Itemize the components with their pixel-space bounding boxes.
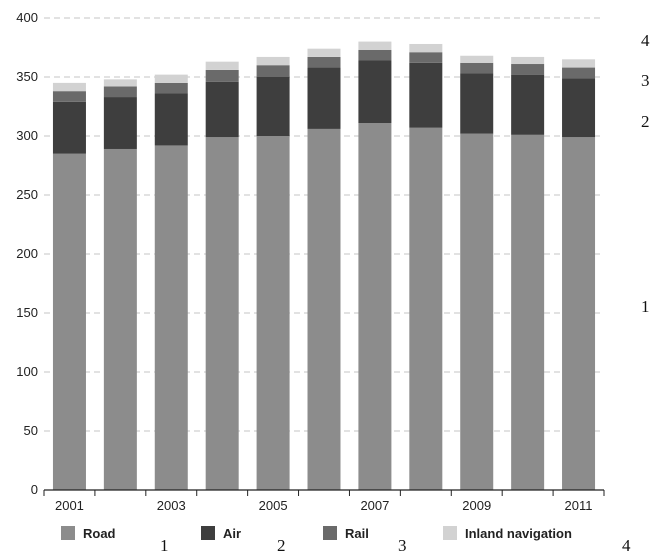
bar-segment-road: [52, 153, 86, 490]
y-tick-label: 250: [16, 187, 38, 202]
side-note-3: 3: [641, 71, 650, 90]
bar-segment-rail: [460, 62, 494, 74]
legend-swatch: [61, 526, 75, 540]
x-tick-label: 2007: [360, 498, 389, 513]
bar-segment-inland-navigation: [205, 61, 239, 70]
bar-segment-inland-navigation: [52, 82, 86, 92]
bar-segment-inland-navigation: [460, 55, 494, 63]
bar-segment-road: [409, 127, 443, 491]
y-tick-label: 150: [16, 305, 38, 320]
legend-note-2: 2: [277, 536, 286, 555]
side-note-4: 4: [641, 31, 650, 50]
bar-segment-air: [511, 74, 545, 135]
bar-segment-inland-navigation: [562, 59, 596, 68]
bar-segment-inland-navigation: [256, 56, 290, 66]
bar-segment-rail: [103, 86, 137, 98]
y-tick-label: 0: [31, 482, 38, 497]
bar-segment-rail: [511, 64, 545, 75]
x-tick-label: 2005: [259, 498, 288, 513]
bar-segment-rail: [154, 82, 188, 94]
bar-segment-air: [103, 97, 137, 149]
bar-segment-rail: [205, 69, 239, 82]
bar-segment-air: [205, 81, 239, 138]
bar-segment-rail: [256, 65, 290, 77]
x-tick-label: 2011: [565, 498, 593, 513]
bar-segment-road: [103, 148, 137, 491]
bar-segment-air: [460, 73, 494, 134]
bar-segment-rail: [52, 91, 86, 102]
bar-segment-road: [256, 136, 290, 490]
bar-segment-road: [460, 133, 494, 490]
side-note-2: 2: [641, 112, 650, 131]
bar-segment-inland-navigation: [103, 79, 137, 87]
legend-swatch: [201, 526, 215, 540]
y-axis-labels: 0 50 100 150 200 250 300 350 400: [16, 10, 38, 497]
bar-segment-inland-navigation: [307, 48, 341, 57]
bar-segment-air: [307, 67, 341, 129]
legend: Road Air Rail Inland navigation: [61, 526, 572, 541]
x-tick-label: 2003: [157, 498, 186, 513]
y-tick-label: 50: [24, 423, 38, 438]
legend-label: Road: [83, 526, 116, 541]
legend-label: Air: [223, 526, 241, 541]
bar-segment-inland-navigation: [358, 41, 392, 50]
bar-segment-air: [52, 101, 86, 154]
legend-label: Inland navigation: [465, 526, 572, 541]
x-tick-label: 2001: [55, 498, 84, 513]
bar-segment-inland-navigation: [154, 74, 188, 83]
y-tick-label: 350: [16, 69, 38, 84]
y-tick-label: 300: [16, 128, 38, 143]
bar-segment-inland-navigation: [409, 43, 443, 53]
bar-segment-air: [409, 62, 443, 128]
bar-segment-inland-navigation: [511, 56, 545, 65]
bar-segment-air: [256, 77, 290, 136]
y-tick-label: 400: [16, 10, 38, 25]
side-note-1: 1: [641, 297, 650, 316]
y-tick-label: 100: [16, 364, 38, 379]
legend-note-1: 1: [160, 536, 169, 555]
bars: [52, 41, 596, 491]
bar-segment-rail: [562, 67, 596, 79]
y-tick-label: 200: [16, 246, 38, 261]
legend-label: Rail: [345, 526, 369, 541]
bar-segment-road: [205, 137, 239, 490]
bar-segment-road: [307, 128, 341, 491]
legend-note-4: 4: [622, 536, 631, 555]
bar-segment-air: [358, 60, 392, 124]
bar-segment-road: [358, 123, 392, 491]
bar-segment-road: [562, 137, 596, 490]
bar-segment-rail: [358, 49, 392, 61]
bar-segment-rail: [307, 56, 341, 68]
legend-swatch: [443, 526, 457, 540]
legend-swatch: [323, 526, 337, 540]
x-tick-label: 2009: [462, 498, 491, 513]
bar-segment-road: [154, 145, 188, 490]
bar-segment-air: [154, 93, 188, 146]
legend-note-3: 3: [398, 536, 407, 555]
x-axis: 2001 2003 2005 2007 2009 2011: [43, 489, 605, 513]
bar-segment-rail: [409, 52, 443, 63]
bar-segment-road: [511, 134, 545, 490]
bar-segment-air: [562, 78, 596, 138]
